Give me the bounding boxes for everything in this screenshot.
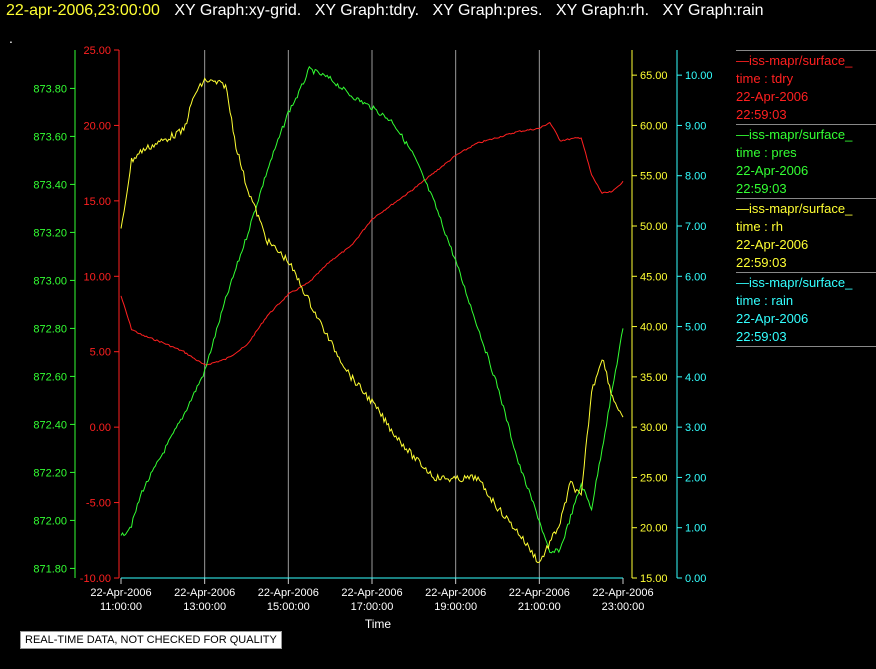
rh-tick-label: 35.00	[640, 372, 668, 384]
x-tick-label: 22-Apr-2006	[258, 587, 319, 599]
tdry-tick-label: 25.00	[83, 45, 111, 57]
pres-tick-label: 872.00	[33, 515, 67, 527]
x-tick-label: 11:00:00	[100, 601, 142, 613]
series-tdry-line	[120, 121, 624, 366]
tdry-tick-label: 10.00	[83, 271, 111, 283]
x-tick-label: 22-Apr-2006	[425, 587, 486, 599]
rh-tick-label: 55.00	[640, 171, 668, 183]
header-timestamp: 22-apr-2006,23:00:00	[6, 2, 160, 19]
disclaimer-badge: REAL-TIME DATA, NOT CHECKED FOR QUALITY	[20, 631, 282, 649]
rh-tick-label: 45.00	[640, 271, 668, 283]
tdry-tick-label: 0.00	[90, 422, 111, 434]
legend: —iss-mapr/surface_ time : tdry 22-Apr-20…	[736, 50, 876, 347]
pres-tick-label: 873.60	[33, 131, 67, 143]
x-tick-label: 17:00:00	[351, 601, 394, 613]
legend-source: —iss-mapr/surface_	[736, 127, 853, 142]
chart-header: 22-apr-2006,23:00:00 XY Graph:xy-grid. X…	[6, 2, 773, 20]
pres-tick-label: 872.60	[33, 371, 67, 383]
rain-tick-label: 10.00	[685, 70, 713, 82]
tdry-tick-label: -10.00	[80, 573, 111, 585]
rh-tick-label: 25.00	[640, 472, 668, 484]
legend-time: 22:59:03	[736, 181, 787, 196]
legend-source: —iss-mapr/surface_	[736, 201, 853, 216]
pres-tick-label: 873.40	[33, 179, 67, 191]
graph-title-tdry: XY Graph:tdry.	[314, 2, 420, 19]
x-tick-label: 22-Apr-2006	[174, 587, 235, 599]
legend-date: 22-Apr-2006	[736, 163, 809, 178]
x-axis-label: Time	[365, 617, 392, 631]
x-tick-label: 23:00:00	[602, 601, 645, 613]
pres-tick-label: 872.80	[33, 323, 67, 335]
rain-tick-label: 2.00	[685, 472, 706, 484]
pres-tick-label: 873.20	[33, 227, 67, 239]
rain-tick-label: 9.00	[685, 120, 706, 132]
series-pres-line	[120, 65, 624, 554]
tdry-tick-label: 5.00	[90, 347, 111, 359]
rain-tick-label: 0.00	[685, 573, 706, 585]
graph-title-rain: XY Graph:rain	[662, 2, 764, 19]
pres-tick-label: 873.80	[33, 83, 67, 95]
rain-tick-label: 3.00	[685, 422, 706, 434]
xy-chart: 22-Apr-2006 11:00:00 22-Apr-2006 13:00:00 22…	[33, 45, 713, 631]
legend-entry-rh: —iss-mapr/surface_ time : rh 22-Apr-2006…	[736, 198, 876, 272]
legend-source: —iss-mapr/surface_	[736, 53, 853, 68]
rh-tick-label: 40.00	[640, 322, 668, 334]
legend-entry-tdry: —iss-mapr/surface_ time : tdry 22-Apr-20…	[736, 50, 876, 124]
graph-title-xy-grid: XY Graph:xy-grid.	[174, 2, 302, 19]
rh-tick-label: 60.00	[640, 120, 668, 132]
rh-tick-label: 15.00	[640, 573, 668, 585]
graph-title-rh: XY Graph:rh.	[555, 2, 650, 19]
x-tick-label: 13:00:00	[183, 601, 226, 613]
rh-tick-label: 30.00	[640, 422, 668, 434]
rain-tick-label: 4.00	[685, 372, 706, 384]
rh-tick-label: 65.00	[640, 70, 668, 82]
rain-tick-label: 6.00	[685, 271, 706, 283]
legend-label: time : rh	[736, 219, 783, 234]
legend-time: 22:59:03	[736, 107, 787, 122]
x-tick-label: 21:00:00	[518, 601, 561, 613]
x-tick-label: 22-Apr-2006	[90, 587, 151, 599]
pres-tick-label: 873.00	[33, 275, 67, 287]
tdry-tick-label: 20.00	[83, 120, 111, 132]
x-tick-label: 15:00:00	[267, 601, 310, 613]
x-tick-label: 22-Apr-2006	[592, 587, 653, 599]
x-tick-label: 22-Apr-2006	[509, 587, 570, 599]
legend-date: 22-Apr-2006	[736, 311, 809, 326]
rh-tick-label: 20.00	[640, 523, 668, 535]
rh-tick-label: 50.00	[640, 221, 668, 233]
tdry-tick-label: 15.00	[83, 196, 111, 208]
pres-tick-label: 872.40	[33, 419, 67, 431]
legend-label: time : tdry	[736, 71, 794, 86]
legend-date: 22-Apr-2006	[736, 89, 809, 104]
rain-tick-label: 8.00	[685, 171, 706, 183]
graph-title-pres: XY Graph:pres.	[432, 2, 543, 19]
series-rh-line	[120, 77, 624, 564]
legend-time: 22:59:03	[736, 255, 787, 270]
rain-tick-label: 1.00	[685, 523, 706, 535]
header-dot: .	[9, 30, 13, 46]
pres-tick-label: 872.20	[33, 467, 67, 479]
rain-tick-label: 5.00	[685, 322, 706, 334]
tdry-tick-label: -5.00	[86, 498, 111, 510]
x-tick-label: 19:00:00	[434, 601, 477, 613]
legend-entry-rain: —iss-mapr/surface_ time : rain 22-Apr-20…	[736, 272, 876, 347]
legend-label: time : pres	[736, 145, 797, 160]
legend-source: —iss-mapr/surface_	[736, 275, 853, 290]
legend-label: time : rain	[736, 293, 794, 308]
rain-tick-label: 7.00	[685, 221, 706, 233]
x-tick-label: 22-Apr-2006	[341, 587, 402, 599]
legend-time: 22:59:03	[736, 329, 787, 344]
pres-tick-label: 871.80	[33, 563, 67, 575]
legend-entry-pres: —iss-mapr/surface_ time : pres 22-Apr-20…	[736, 124, 876, 198]
legend-date: 22-Apr-2006	[736, 237, 809, 252]
